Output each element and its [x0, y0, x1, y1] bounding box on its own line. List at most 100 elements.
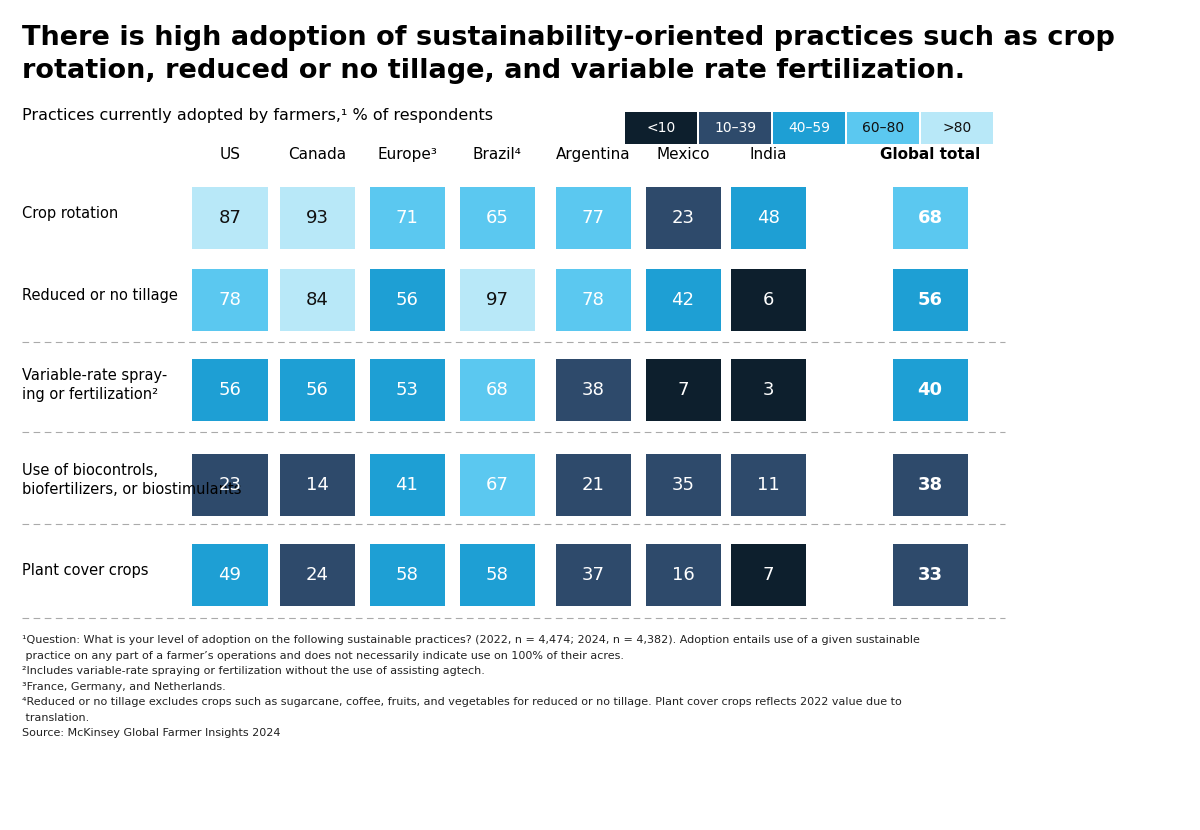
Text: 7: 7: [762, 566, 774, 584]
FancyBboxPatch shape: [460, 187, 534, 249]
FancyBboxPatch shape: [280, 544, 354, 606]
Text: 58: 58: [486, 566, 509, 584]
Text: 33: 33: [918, 566, 942, 584]
Text: 68: 68: [486, 381, 509, 399]
Text: 23: 23: [218, 476, 241, 494]
FancyBboxPatch shape: [192, 454, 268, 516]
Text: 40: 40: [918, 381, 942, 399]
Text: Source: McKinsey Global Farmer Insights 2024: Source: McKinsey Global Farmer Insights …: [22, 728, 281, 738]
Text: translation.: translation.: [22, 712, 89, 722]
Text: Canada: Canada: [288, 147, 346, 162]
FancyBboxPatch shape: [847, 112, 919, 144]
FancyBboxPatch shape: [556, 544, 630, 606]
Text: 97: 97: [486, 291, 509, 309]
Text: 60–80: 60–80: [862, 121, 904, 135]
FancyBboxPatch shape: [280, 269, 354, 331]
Text: 38: 38: [582, 381, 605, 399]
Text: 78: 78: [218, 291, 241, 309]
Text: ³France, Germany, and Netherlands.: ³France, Germany, and Netherlands.: [22, 681, 226, 691]
FancyBboxPatch shape: [280, 187, 354, 249]
Text: 42: 42: [672, 291, 695, 309]
Text: Plant cover crops: Plant cover crops: [22, 563, 149, 578]
FancyBboxPatch shape: [698, 112, 772, 144]
FancyBboxPatch shape: [556, 454, 630, 516]
Text: India: India: [749, 147, 787, 162]
Text: 14: 14: [306, 476, 329, 494]
Text: <10: <10: [647, 121, 676, 135]
Text: 84: 84: [306, 291, 329, 309]
FancyBboxPatch shape: [922, 112, 994, 144]
Text: 56: 56: [218, 381, 241, 399]
FancyBboxPatch shape: [192, 269, 268, 331]
Text: >80: >80: [942, 121, 972, 135]
FancyBboxPatch shape: [370, 454, 444, 516]
FancyBboxPatch shape: [731, 269, 805, 331]
FancyBboxPatch shape: [370, 187, 444, 249]
Text: Europe³: Europe³: [377, 147, 437, 162]
FancyBboxPatch shape: [192, 187, 268, 249]
Text: 67: 67: [486, 476, 509, 494]
FancyBboxPatch shape: [460, 269, 534, 331]
FancyBboxPatch shape: [460, 544, 534, 606]
Text: 56: 56: [396, 291, 419, 309]
FancyBboxPatch shape: [460, 454, 534, 516]
FancyBboxPatch shape: [460, 359, 534, 421]
Text: 7: 7: [677, 381, 689, 399]
Text: 23: 23: [672, 209, 695, 227]
Text: 16: 16: [672, 566, 695, 584]
Text: ²Includes variable-rate spraying or fertilization without the use of assisting a: ²Includes variable-rate spraying or fert…: [22, 666, 485, 676]
FancyBboxPatch shape: [646, 187, 720, 249]
FancyBboxPatch shape: [370, 359, 444, 421]
FancyBboxPatch shape: [731, 544, 805, 606]
Text: practice on any part of a farmer’s operations and does not necessarily indicate : practice on any part of a farmer’s opera…: [22, 651, 624, 661]
FancyBboxPatch shape: [646, 454, 720, 516]
Text: rotation, reduced or no tillage, and variable rate fertilization.: rotation, reduced or no tillage, and var…: [22, 58, 965, 84]
Text: 93: 93: [306, 209, 329, 227]
Text: 11: 11: [757, 476, 779, 494]
FancyBboxPatch shape: [893, 187, 967, 249]
Text: 49: 49: [218, 566, 241, 584]
Text: 56: 56: [306, 381, 329, 399]
Text: 6: 6: [762, 291, 774, 309]
FancyBboxPatch shape: [646, 269, 720, 331]
Text: US: US: [220, 147, 240, 162]
Text: Argentina: Argentina: [556, 147, 630, 162]
Text: 71: 71: [396, 209, 419, 227]
Text: Reduced or no tillage: Reduced or no tillage: [22, 287, 178, 302]
Text: Variable-rate spray-
ing or fertilization²: Variable-rate spray- ing or fertilizatio…: [22, 368, 167, 403]
Text: 35: 35: [672, 476, 695, 494]
FancyBboxPatch shape: [646, 359, 720, 421]
Text: 3: 3: [762, 381, 774, 399]
Text: There is high adoption of sustainability-oriented practices such as crop: There is high adoption of sustainability…: [22, 25, 1115, 51]
Text: 78: 78: [582, 291, 605, 309]
Text: Brazil⁴: Brazil⁴: [473, 147, 522, 162]
Text: 58: 58: [396, 566, 419, 584]
Text: 87: 87: [218, 209, 241, 227]
FancyBboxPatch shape: [731, 454, 805, 516]
FancyBboxPatch shape: [280, 359, 354, 421]
FancyBboxPatch shape: [646, 544, 720, 606]
FancyBboxPatch shape: [625, 112, 697, 144]
Text: 77: 77: [582, 209, 605, 227]
Text: 48: 48: [756, 209, 780, 227]
Text: ¹Question: What is your level of adoption on the following sustainable practices: ¹Question: What is your level of adoptio…: [22, 635, 920, 645]
Text: Global total: Global total: [880, 147, 980, 162]
Text: 37: 37: [582, 566, 605, 584]
FancyBboxPatch shape: [893, 454, 967, 516]
Text: 53: 53: [396, 381, 419, 399]
Text: 41: 41: [396, 476, 419, 494]
FancyBboxPatch shape: [192, 544, 268, 606]
Text: Mexico: Mexico: [656, 147, 709, 162]
FancyBboxPatch shape: [731, 359, 805, 421]
Text: 21: 21: [582, 476, 605, 494]
Text: ⁴Reduced or no tillage excludes crops such as sugarcane, coffee, fruits, and veg: ⁴Reduced or no tillage excludes crops su…: [22, 697, 901, 707]
Text: Use of biocontrols,
biofertilizers, or biostimulants: Use of biocontrols, biofertilizers, or b…: [22, 462, 241, 497]
FancyBboxPatch shape: [893, 544, 967, 606]
FancyBboxPatch shape: [893, 359, 967, 421]
Text: 68: 68: [918, 209, 942, 227]
FancyBboxPatch shape: [893, 269, 967, 331]
FancyBboxPatch shape: [370, 544, 444, 606]
FancyBboxPatch shape: [773, 112, 845, 144]
FancyBboxPatch shape: [370, 269, 444, 331]
FancyBboxPatch shape: [556, 187, 630, 249]
